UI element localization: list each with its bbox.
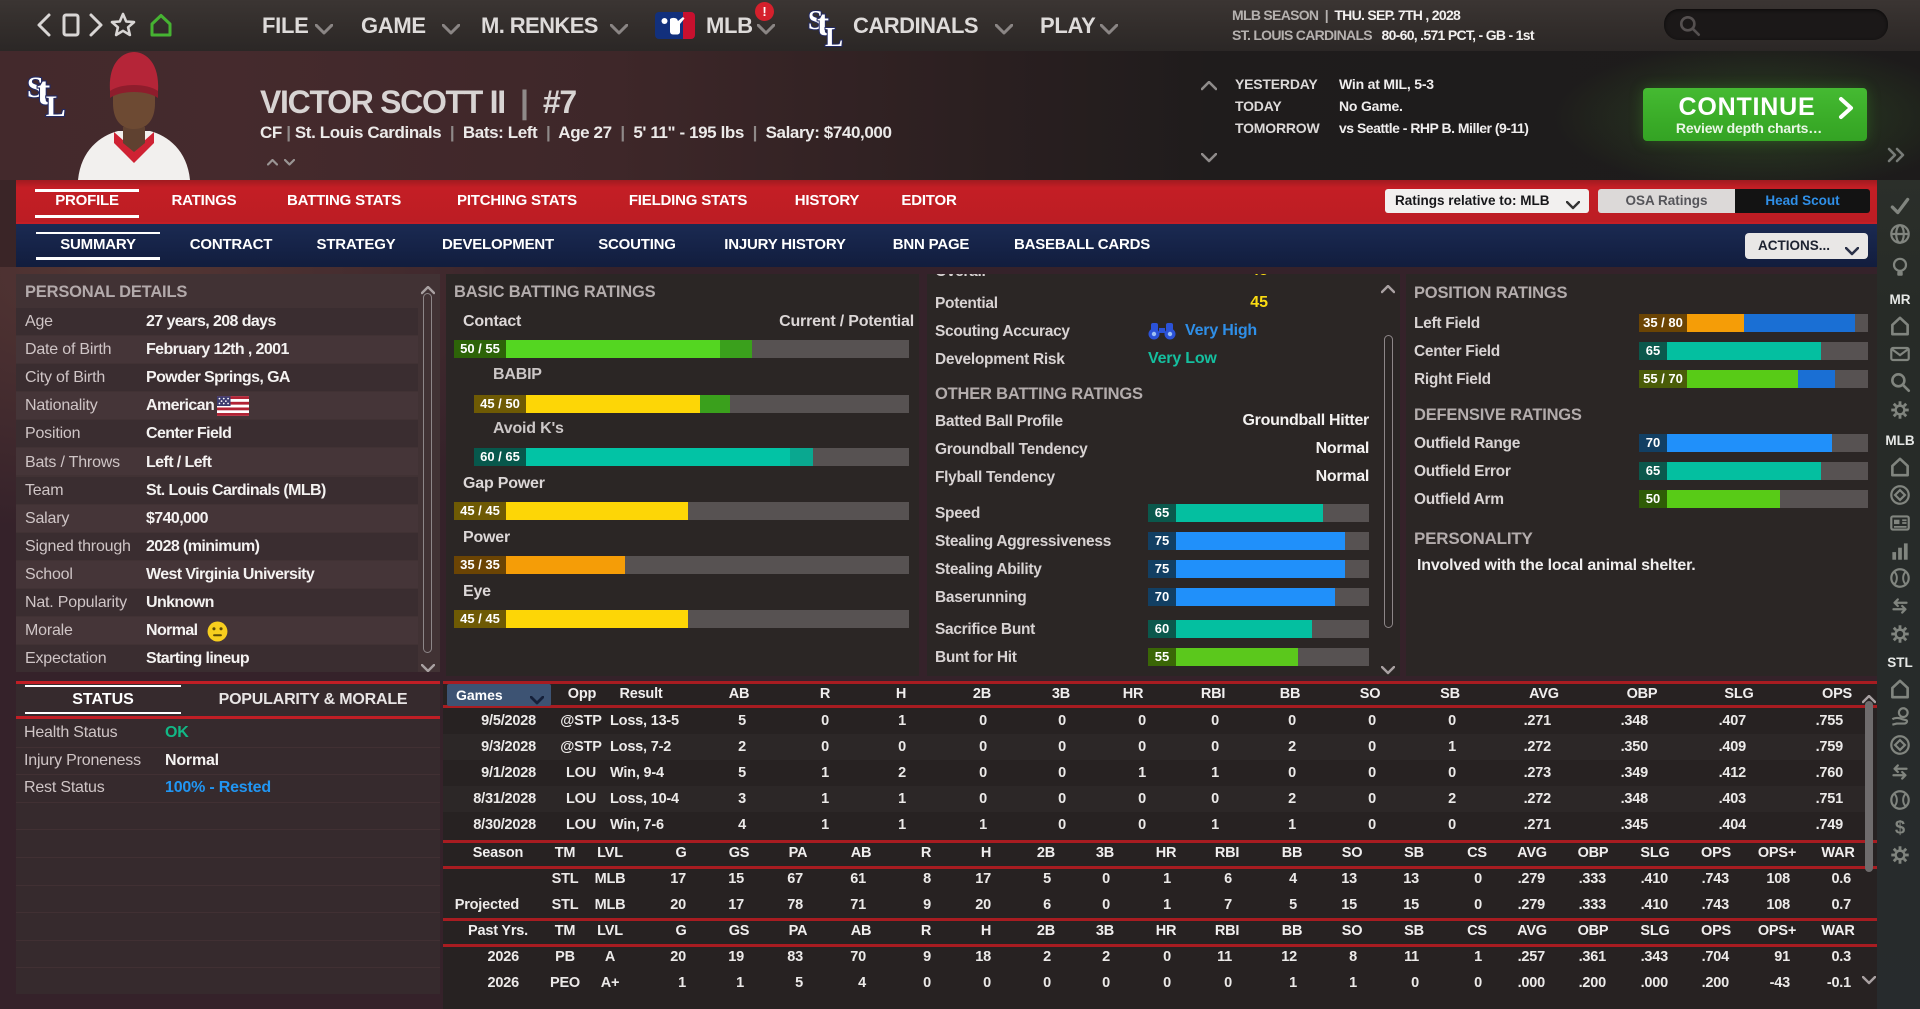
svg-text:S: S (808, 5, 823, 35)
svg-text:t: t (817, 5, 829, 43)
svg-text:L: L (46, 90, 66, 120)
svg-text:S: S (27, 71, 44, 104)
svg-text:L: L (825, 22, 843, 49)
svg-text:$: $ (1895, 817, 1906, 838)
svg-text:t: t (37, 70, 51, 113)
